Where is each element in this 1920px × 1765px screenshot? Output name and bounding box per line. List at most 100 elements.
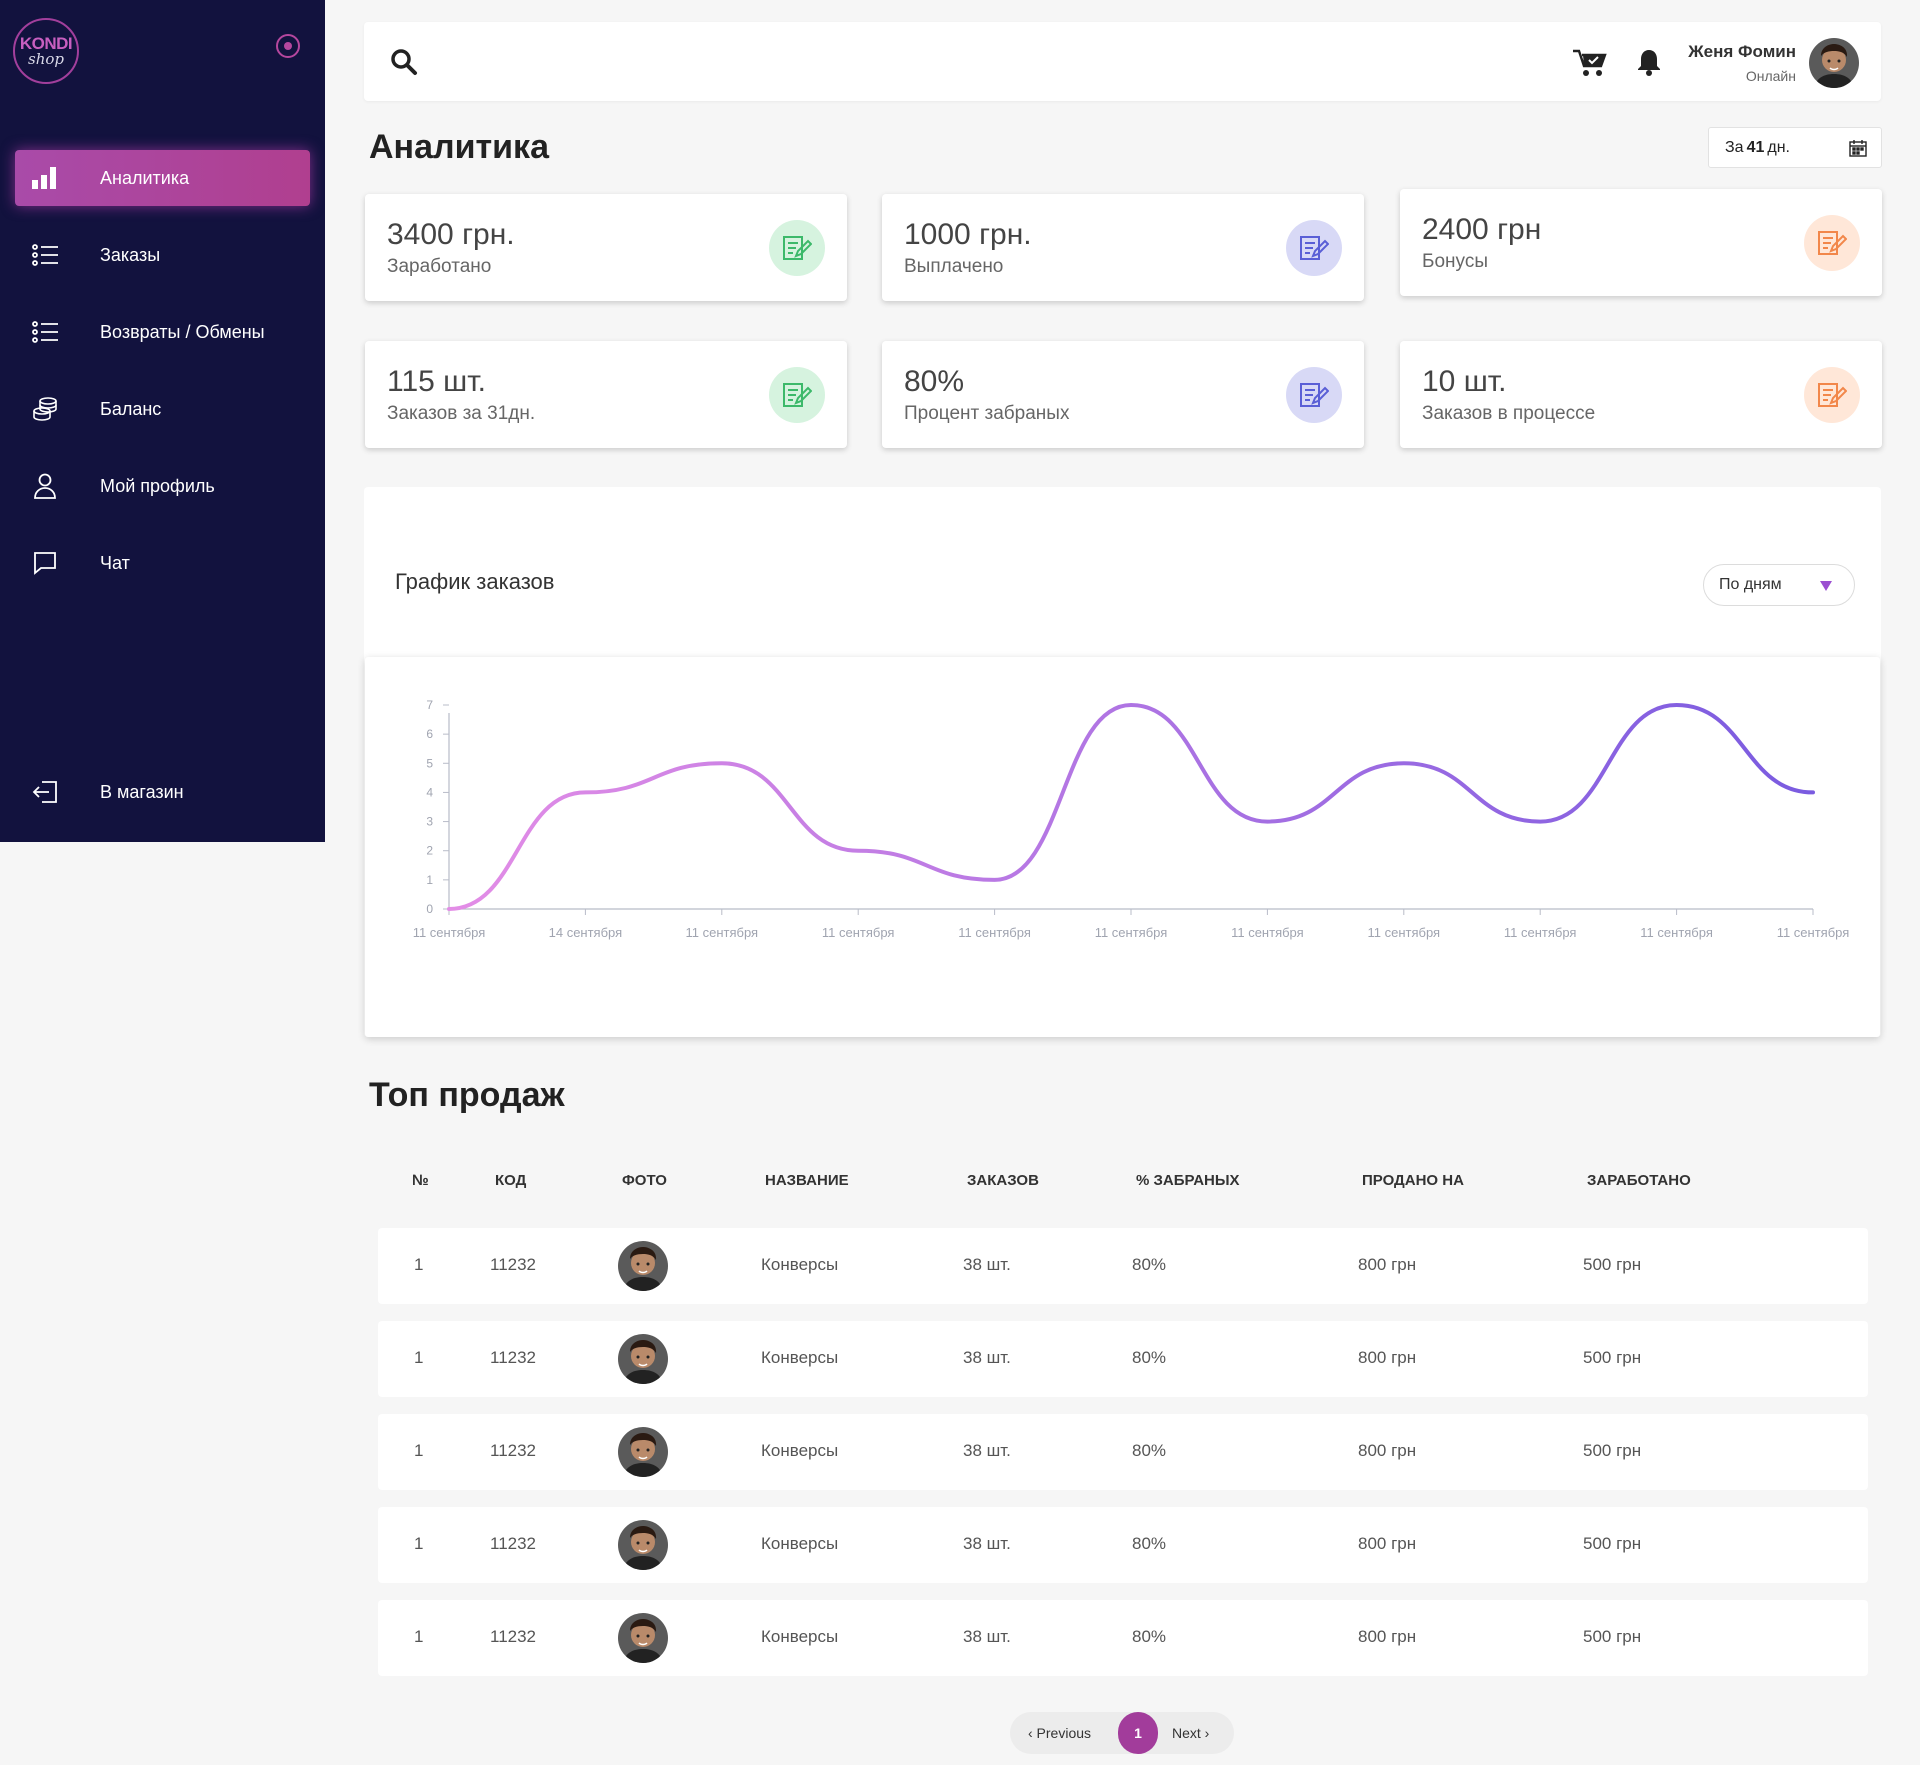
table-row[interactable]: 1 11232 Конверсы 38 шт. 80% 800 грн 500 грн	[378, 1507, 1868, 1583]
cell-name: Конверсы	[761, 1627, 839, 1646]
coins-icon	[30, 394, 60, 424]
user-name: Женя Фомин	[1688, 42, 1796, 61]
cell-earned: 500 грн	[1583, 1255, 1642, 1274]
y-tick-label: 5	[426, 756, 433, 770]
cell-percent: 80%	[1132, 1255, 1167, 1274]
sidebar-item-profile[interactable]: Мой профиль	[0, 458, 325, 514]
stat-card-bonuses: 2400 грн Бонусы	[1400, 189, 1882, 296]
table-row[interactable]: 1 11232 Конверсы 38 шт. 80% 800 грн 500 грн	[378, 1228, 1868, 1304]
period-select-value: По дням	[1719, 576, 1782, 593]
stat-card-paid: 1000 грн. Выплачено	[882, 194, 1364, 301]
edit-note-icon	[1286, 367, 1342, 423]
sidebar-item-to-shop[interactable]: В магазин	[0, 764, 325, 820]
cell-num: 1	[414, 1534, 424, 1553]
x-tick-label: 11 сентября	[1777, 925, 1850, 940]
stat-card-orders: 115 шт. Заказов за 31дн.	[365, 341, 847, 448]
cell-percent: 80%	[1132, 1534, 1167, 1553]
cell-sold: 800 грн	[1358, 1255, 1417, 1274]
cell-orders: 38 шт.	[963, 1627, 1011, 1646]
chat-icon	[30, 548, 60, 578]
stat-label: Заказов за 31дн.	[387, 403, 536, 424]
sidebar-item-analytics[interactable]: Аналитика	[15, 150, 310, 206]
page-title: Аналитика	[369, 128, 549, 166]
search-icon[interactable]	[390, 48, 420, 78]
cell-orders: 38 шт.	[963, 1534, 1011, 1553]
y-tick-label: 1	[426, 873, 433, 887]
x-tick-label: 11 сентября	[1640, 925, 1713, 940]
column-header-percent: % ЗАБРАНЫХ	[1136, 1172, 1240, 1189]
top-sales-title: Топ продаж	[369, 1076, 565, 1114]
avatar-image	[618, 1427, 668, 1477]
logo-text: KONDI	[19, 34, 73, 53]
y-tick-label: 3	[426, 815, 433, 829]
series-line	[447, 702, 1815, 911]
sidebar-item-returns[interactable]: Возвраты / Обмены	[0, 304, 325, 360]
product-photo	[618, 1613, 668, 1663]
sidebar-item-balance[interactable]: Баланс	[0, 381, 325, 437]
column-header-sold: ПРОДАНО НА	[1362, 1172, 1464, 1189]
y-tick-label: 0	[426, 902, 433, 916]
cell-num: 1	[414, 1255, 424, 1274]
cell-orders: 38 шт.	[963, 1255, 1011, 1274]
sidebar-item-orders[interactable]: Заказы	[0, 227, 325, 283]
cell-percent: 80%	[1132, 1627, 1167, 1646]
x-tick-label: 11 сентября	[1368, 925, 1441, 940]
table-row[interactable]: 1 11232 Конверсы 38 шт. 80% 800 грн 500 грн	[378, 1600, 1868, 1676]
sidebar: KONDI shop Аналитика Заказы Возвраты / О…	[0, 0, 325, 842]
cell-name: Конверсы	[761, 1534, 839, 1553]
date-range-picker[interactable]: За 41 дн.	[1708, 127, 1882, 168]
orders-line-chart: 0 1 2 3 4 5 6 7 11 сентября 14 сентября 11 сентябр…	[413, 698, 1850, 940]
cell-name: Конверсы	[761, 1441, 839, 1460]
cell-percent: 80%	[1132, 1348, 1167, 1367]
stat-label: Бонусы	[1422, 251, 1488, 272]
cell-num: 1	[414, 1627, 424, 1646]
y-tick-label: 4	[426, 785, 433, 799]
cell-num: 1	[414, 1441, 424, 1460]
bell-icon[interactable]	[1637, 48, 1663, 78]
cell-num: 1	[414, 1348, 424, 1367]
cart-icon[interactable]	[1572, 48, 1608, 78]
avatar-image	[618, 1334, 668, 1384]
stat-value: 10 шт.	[1422, 365, 1507, 398]
sidebar-item-label: В магазин	[100, 781, 184, 802]
next-page-button[interactable]: Next ›	[1172, 1725, 1210, 1741]
user-status: Онлайн	[1745, 68, 1796, 84]
stat-label: Выплачено	[904, 256, 1004, 277]
period-select[interactable]: По дням	[1703, 564, 1855, 606]
avatar-image	[618, 1520, 668, 1570]
stat-label: Заказов в процессе	[1422, 403, 1596, 424]
cell-percent: 80%	[1132, 1441, 1167, 1460]
cell-sold: 800 грн	[1358, 1348, 1417, 1367]
x-tick-label: 11 сентября	[1095, 925, 1168, 940]
table-row[interactable]: 1 11232 Конверсы 38 шт. 80% 800 грн 500 грн	[378, 1414, 1868, 1490]
table-row[interactable]: 1 11232 Конверсы 38 шт. 80% 800 грн 500 грн	[378, 1321, 1868, 1397]
pagination: ‹ Previous 1 Next ›	[1010, 1712, 1234, 1754]
table-header: № КОД ФОТО НАЗВАНИЕ ЗАКАЗОВ % ЗАБРАНЫХ П…	[378, 1172, 1868, 1196]
cell-name: Конверсы	[761, 1348, 839, 1367]
cell-sold: 800 грн	[1358, 1534, 1417, 1553]
sidebar-toggle-button[interactable]	[276, 34, 300, 58]
column-header-code: КОД	[495, 1172, 527, 1189]
previous-page-button[interactable]: ‹ Previous	[1028, 1725, 1092, 1741]
avatar[interactable]	[1809, 38, 1859, 88]
edit-note-icon	[1804, 215, 1860, 271]
date-range-prefix: За	[1725, 138, 1744, 156]
cell-code: 11232	[490, 1534, 537, 1553]
stat-value: 115 шт.	[387, 365, 486, 398]
edit-note-icon	[1286, 220, 1342, 276]
product-photo	[618, 1241, 668, 1291]
chart-title: График заказов	[395, 569, 555, 594]
x-tick-label: 11 сентября	[1504, 925, 1577, 940]
stat-value: 2400 грн	[1422, 213, 1542, 246]
cell-earned: 500 грн	[1583, 1441, 1642, 1460]
list-icon	[30, 240, 60, 270]
stat-value: 3400 грн.	[387, 218, 515, 251]
y-tick-label: 7	[426, 698, 433, 712]
sidebar-footer: В магазин	[0, 764, 325, 841]
column-header-name: НАЗВАНИЕ	[765, 1172, 849, 1189]
date-range-days: 41	[1746, 138, 1765, 156]
stat-label: Процент забраных	[904, 403, 1070, 424]
brand-logo[interactable]: KONDI shop	[13, 18, 79, 84]
page-1-button[interactable]: 1	[1118, 1712, 1158, 1754]
sidebar-item-chat[interactable]: Чат	[0, 535, 325, 591]
